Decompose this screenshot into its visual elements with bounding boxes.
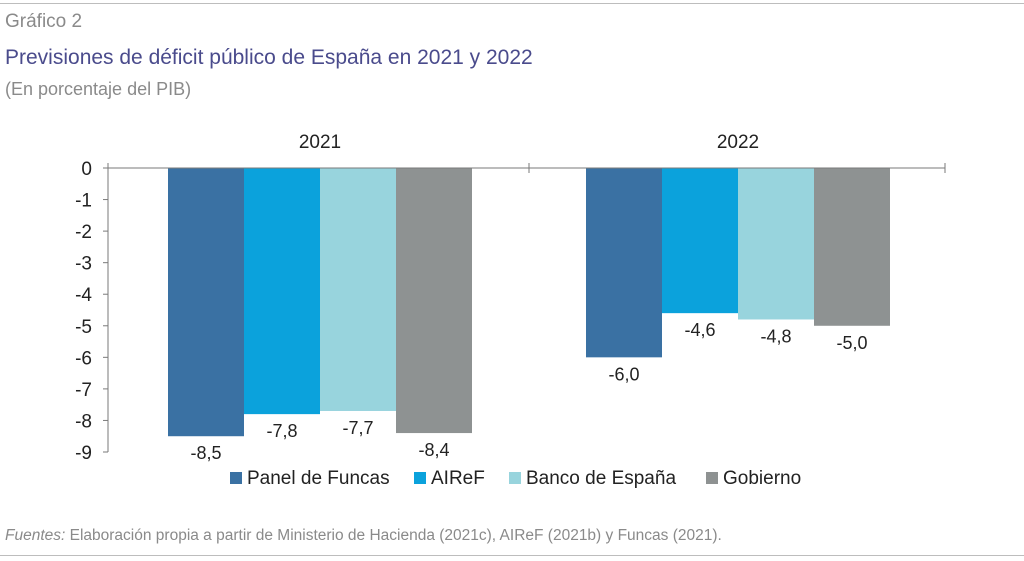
data-label: -6,0: [608, 364, 639, 384]
bar-chart: -8,5 -6,0 -7,8 -4,6 -7,7 -4,8 -8,4 -5,0 0 -1 -2 -3 -…: [75, 132, 946, 489]
data-label: -7,8: [266, 421, 297, 441]
legend-swatch-airef: [414, 472, 426, 484]
data-label: -7,7: [342, 418, 373, 438]
bar-gobierno-2021: [396, 168, 472, 434]
y-tick-label: -5: [75, 317, 92, 338]
legend-swatch-gobierno: [706, 472, 718, 484]
y-tick-label: -3: [75, 254, 92, 275]
chart-subtitle: (En porcentaje del PIB): [5, 79, 192, 99]
bar-panel-de-funcas-2021: [168, 168, 244, 437]
bar-banco-de-españa-2022: [738, 168, 814, 320]
y-tick-label: -6: [75, 348, 92, 369]
legend-label: Gobierno: [723, 468, 801, 489]
legend-swatch-banco-de-españa: [509, 472, 521, 484]
chart-title: Previsiones de déficit público de España…: [5, 46, 533, 69]
y-tick-label: -2: [75, 222, 92, 243]
legend-label: Panel de Funcas: [247, 468, 390, 489]
data-label: -4,6: [684, 320, 715, 340]
data-label: -8,4: [418, 440, 449, 460]
bottom-rule: [0, 555, 1024, 556]
source-note: Fuentes: Elaboración propia a partir de …: [5, 527, 722, 545]
data-label: -4,8: [760, 326, 791, 346]
y-tick-label: -8: [75, 411, 92, 432]
category-label-2021: 2021: [299, 132, 341, 153]
data-label: -5,0: [836, 333, 867, 353]
legend-label: AIReF: [431, 468, 485, 489]
bar-airef-2021: [244, 168, 320, 415]
source-label: Fuentes:: [5, 527, 66, 544]
data-label: -8,5: [190, 443, 221, 463]
bar-banco-de-españa-2021: [320, 168, 396, 411]
category-label-2022: 2022: [717, 132, 759, 153]
top-rule: [0, 3, 1024, 4]
bar-panel-de-funcas-2022: [586, 168, 662, 358]
y-tick-label: 0: [81, 159, 92, 180]
legend-label: Banco de España: [526, 468, 676, 489]
bar-airef-2022: [662, 168, 738, 314]
y-tick-label: -9: [75, 443, 92, 464]
y-tick-label: -1: [75, 191, 92, 212]
figure-label: Gráfico 2: [5, 11, 83, 32]
y-tick-label: -4: [75, 285, 92, 306]
legend-swatch-panel-de-funcas: [230, 472, 242, 484]
bar-gobierno-2022: [814, 168, 890, 326]
source-text: Elaboración propia a partir de Ministeri…: [69, 527, 722, 544]
y-tick-label: -7: [75, 380, 92, 401]
